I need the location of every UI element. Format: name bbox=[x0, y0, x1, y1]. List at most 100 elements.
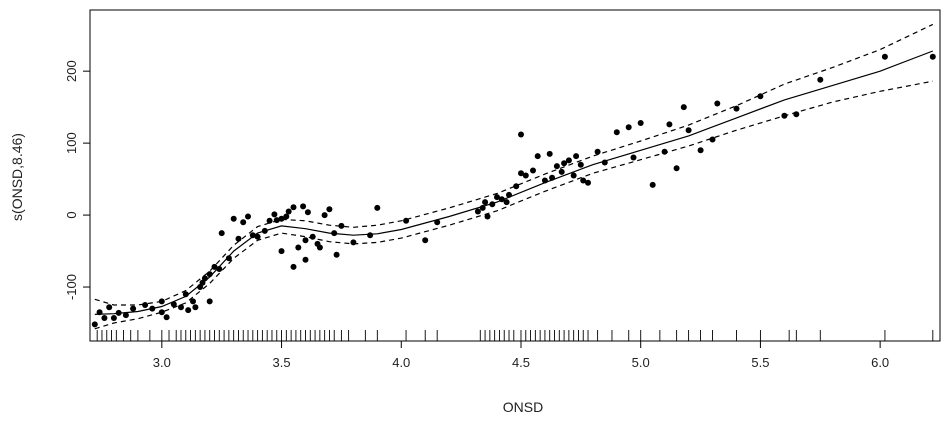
x-axis-label: ONSD bbox=[503, 399, 543, 415]
data-point bbox=[565, 157, 572, 164]
data-point bbox=[680, 104, 687, 111]
data-point bbox=[115, 309, 122, 316]
data-point bbox=[149, 305, 156, 312]
y-tick-label: -100 bbox=[64, 274, 79, 300]
y-tick-label: 200 bbox=[64, 60, 79, 82]
data-point bbox=[278, 215, 285, 222]
data-point bbox=[158, 298, 165, 305]
data-point bbox=[781, 112, 788, 119]
data-point bbox=[254, 233, 261, 240]
data-point bbox=[295, 244, 302, 251]
y-tick-label: 100 bbox=[64, 132, 79, 154]
data-point bbox=[142, 302, 149, 308]
data-point bbox=[549, 174, 556, 181]
rug-marks bbox=[96, 330, 934, 341]
x-tick-label: 5.5 bbox=[751, 355, 769, 370]
data-point bbox=[577, 161, 584, 168]
data-point bbox=[206, 298, 213, 305]
data-point bbox=[122, 312, 129, 319]
data-point bbox=[302, 256, 309, 263]
data-point bbox=[757, 93, 764, 100]
data-point bbox=[513, 183, 520, 190]
data-point bbox=[637, 120, 644, 126]
data-point bbox=[331, 230, 338, 237]
data-point bbox=[106, 304, 113, 311]
data-point bbox=[178, 304, 184, 311]
data-point bbox=[130, 305, 137, 312]
data-point bbox=[793, 111, 800, 118]
plot-box bbox=[89, 9, 941, 342]
data-point bbox=[518, 131, 524, 138]
data-point bbox=[350, 239, 357, 246]
data-point bbox=[192, 304, 199, 311]
data-point bbox=[300, 203, 307, 210]
data-point bbox=[374, 204, 381, 211]
data-point bbox=[273, 217, 280, 224]
x-tick-label: 4.0 bbox=[392, 355, 410, 370]
y-axis: -100 0 100 200 bbox=[64, 60, 91, 300]
smooth-fit-line bbox=[94, 50, 934, 315]
data-point bbox=[817, 76, 824, 83]
data-point bbox=[649, 181, 656, 188]
data-point bbox=[170, 301, 177, 308]
data-point bbox=[434, 219, 441, 226]
data-point bbox=[206, 271, 213, 278]
data-point bbox=[182, 291, 189, 298]
data-point bbox=[163, 314, 170, 321]
data-point bbox=[697, 147, 704, 154]
data-point bbox=[534, 153, 541, 160]
data-point bbox=[230, 215, 237, 222]
x-axis: 3.0 3.5 4.0 4.5 5.0 5.5 6.0 bbox=[153, 340, 889, 370]
data-point bbox=[403, 217, 410, 224]
data-point bbox=[266, 217, 273, 224]
data-point bbox=[240, 219, 247, 226]
data-point bbox=[666, 121, 673, 128]
data-point bbox=[573, 153, 580, 160]
x-tick-label: 3.0 bbox=[153, 355, 171, 370]
data-point bbox=[326, 206, 333, 213]
data-point bbox=[367, 232, 374, 239]
data-point bbox=[585, 179, 591, 186]
data-point bbox=[245, 213, 251, 220]
data-point bbox=[522, 172, 529, 179]
fit-lines bbox=[94, 23, 934, 330]
y-tick-label: 0 bbox=[64, 211, 79, 218]
data-point bbox=[304, 209, 311, 216]
data-point bbox=[235, 235, 242, 242]
data-point bbox=[613, 129, 620, 136]
data-point bbox=[290, 204, 297, 211]
data-point bbox=[494, 194, 500, 201]
plot-border bbox=[89, 9, 941, 342]
data-point bbox=[530, 167, 536, 174]
lower-confidence-band-line bbox=[94, 80, 933, 330]
data-point bbox=[283, 213, 290, 220]
data-point bbox=[479, 204, 486, 211]
x-tick-label: 4.5 bbox=[512, 355, 530, 370]
data-point bbox=[489, 201, 496, 208]
data-point bbox=[484, 213, 491, 220]
data-point bbox=[498, 196, 505, 203]
y-axis-label: s(ONSD,8.46) bbox=[9, 133, 25, 221]
data-point bbox=[553, 163, 560, 170]
data-point bbox=[285, 208, 292, 215]
data-point bbox=[101, 315, 108, 321]
data-point bbox=[216, 266, 223, 272]
data-point bbox=[271, 211, 278, 218]
data-point bbox=[482, 199, 489, 206]
data-point bbox=[506, 191, 512, 198]
data-point bbox=[96, 309, 103, 316]
data-point bbox=[518, 170, 524, 177]
data-point bbox=[211, 263, 218, 270]
data-point bbox=[290, 263, 297, 270]
data-point bbox=[709, 136, 716, 143]
data-point bbox=[321, 212, 328, 219]
data-point bbox=[541, 177, 548, 184]
data-point bbox=[929, 53, 936, 60]
data-point bbox=[546, 150, 553, 157]
data-point bbox=[185, 307, 192, 314]
data-point bbox=[422, 237, 429, 244]
data-point bbox=[158, 309, 165, 316]
x-tick-label: 5.0 bbox=[632, 355, 650, 370]
